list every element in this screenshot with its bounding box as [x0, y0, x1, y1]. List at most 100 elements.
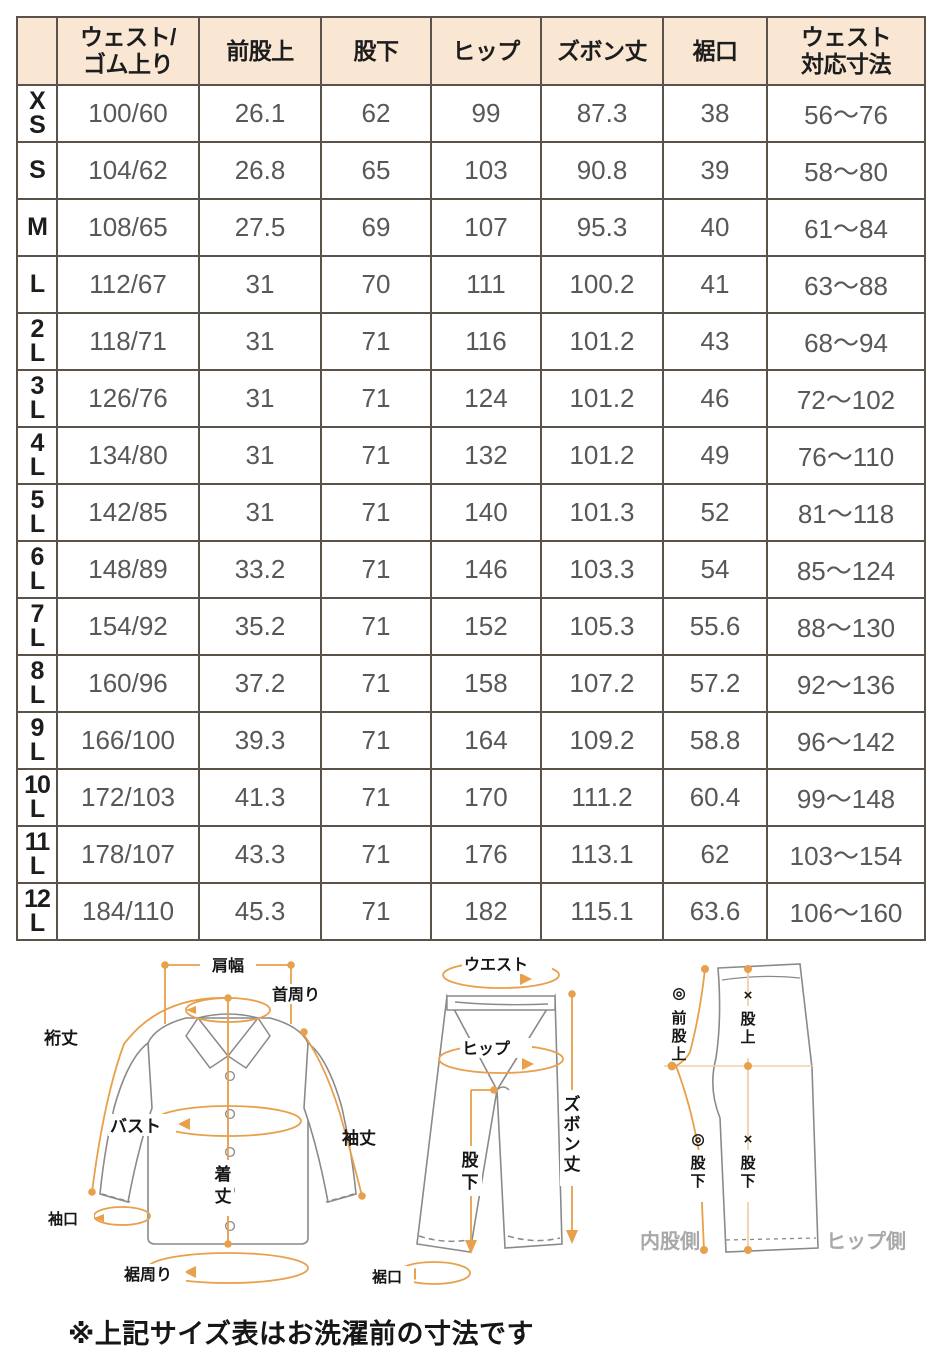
size-label-part: 5	[30, 486, 45, 514]
pattern-center-top-dot	[744, 965, 752, 973]
column-header-size	[16, 16, 58, 86]
measurement-cell: 132	[430, 426, 542, 485]
pattern-marker-circle-inseam: ◎	[691, 1131, 704, 1148]
jacket-left-cuff-line	[101, 1193, 131, 1203]
column-header-front-rise: 前股上	[198, 16, 322, 86]
measurement-cell: 105.3	[540, 597, 664, 656]
measurement-cell: 31	[198, 426, 322, 485]
pattern-marker-circle-front-rise: ◎	[672, 985, 685, 1002]
size-label-part: L	[29, 794, 45, 823]
size-label-part: L	[29, 737, 45, 766]
measurement-cell: 58.8	[662, 711, 768, 770]
measurement-cell: 170	[430, 768, 542, 827]
size-label-cell: M	[16, 198, 58, 257]
column-header-waist: ウェスト/ ゴム上り	[56, 16, 200, 86]
diagrams-svg: 肩幅 首周り 裄丈 袖丈 バスト 着	[40, 954, 906, 1286]
measurement-cell: 154/92	[56, 597, 200, 656]
measurement-cell: 148/89	[56, 540, 200, 599]
measurement-cell: 108/65	[56, 198, 200, 257]
measurement-cell: 158	[430, 654, 542, 713]
measurement-cell: 72〜102	[766, 369, 926, 428]
pants-length-label-bg	[560, 1090, 584, 1186]
measurement-cell: 113.1	[540, 825, 664, 884]
measurement-cell: 95.3	[540, 198, 664, 257]
jacket-button	[224, 1070, 236, 1082]
table-row: 7 L 154/92 35.2 71 152 105.3 55.6 88〜130	[16, 597, 926, 656]
measurement-cell: 26.1	[198, 84, 322, 143]
measurement-cell: 68〜94	[766, 312, 926, 371]
sleeve-top-dot	[300, 1028, 308, 1036]
measurement-cell: 134/80	[56, 426, 200, 485]
measurement-cell: 111	[430, 255, 542, 314]
table-row: X S 100/60 26.1 62 99 87.3 38 56〜76	[16, 84, 926, 143]
measurement-cell: 71	[320, 312, 432, 371]
measurement-cell: 92〜136	[766, 654, 926, 713]
measurement-cell: 62	[662, 825, 768, 884]
pants-label-length-4: 丈	[564, 1155, 581, 1174]
measurement-cell: 71	[320, 369, 432, 428]
pants-right-hem-dash	[507, 1235, 561, 1242]
pants-right-leg	[496, 993, 563, 1249]
size-label-cell: 12 L	[16, 882, 58, 941]
measurement-cell: 146	[430, 540, 542, 599]
pattern-marker-cross-inseam: ×	[744, 1131, 753, 1148]
size-label-part: L	[29, 269, 45, 298]
pattern-label-rise-1: 股	[740, 1011, 756, 1028]
pants-waist-label-bg	[462, 954, 552, 974]
size-label-cell: L	[16, 255, 58, 314]
measurement-cell: 61〜84	[766, 198, 926, 257]
pattern-inseam-bottom-dot	[700, 1246, 708, 1254]
pants-hip-arrow	[522, 1058, 534, 1070]
pattern-label-front-rise-2: 股	[671, 1028, 687, 1045]
measurement-cell: 176	[430, 825, 542, 884]
sleeve-end-dot	[358, 1192, 366, 1200]
size-label-part: 11	[24, 828, 50, 856]
pants-label-inseam-2: 下	[462, 1173, 479, 1192]
pants-waistband-detail	[454, 1001, 549, 1006]
pattern-label-front-rise-3: 上	[671, 1046, 686, 1063]
size-label-part: L	[29, 908, 45, 937]
measurement-cell: 85〜124	[766, 540, 926, 599]
table-row: 3 L 126/76 31 71 124 101.2 46 72〜102	[16, 369, 926, 428]
measurement-cell: 31	[198, 255, 322, 314]
size-label-part: L	[29, 566, 45, 595]
pattern-center-mid-dot	[744, 1062, 752, 1070]
table-header-row: ウェスト/ ゴム上り 前股上 股下 ヒップ ズボン丈 裾口	[16, 16, 926, 86]
size-label-part: S	[29, 110, 46, 139]
table-header: ウェスト/ ゴム上り 前股上 股下 ヒップ ズボン丈 裾口	[16, 16, 926, 86]
measurement-cell: 46	[662, 369, 768, 428]
pants-left-hem-dash	[418, 1235, 469, 1243]
rise-label-bg	[738, 1006, 760, 1058]
hem-circ-label-bg	[124, 1264, 186, 1284]
measurement-cell: 90.8	[540, 141, 664, 200]
jacket-collar-left	[185, 1016, 230, 1070]
measurement-cell: 166/100	[56, 711, 200, 770]
measurement-cell: 140	[430, 483, 542, 542]
jacket-label-body-length-1: 着	[215, 1164, 232, 1184]
pattern-hem-dash	[725, 1237, 817, 1241]
measurement-cell: 142/85	[56, 483, 200, 542]
hem-circumference-arrow	[184, 1266, 196, 1278]
jacket-label-yuki-length: 裄丈	[44, 1029, 78, 1048]
yuki-length-curve	[91, 997, 229, 1193]
table-row: 2 L 118/71 31 71 116 101.2 43 68〜94	[16, 312, 926, 371]
size-label-part: M	[27, 212, 48, 241]
measurement-cell: 49	[662, 426, 768, 485]
measurement-cell: 33.2	[198, 540, 322, 599]
pattern-inseam-circle-label-bg	[688, 1150, 710, 1202]
pattern-center-bottom-dot	[744, 1246, 752, 1254]
measurement-cell: 71	[320, 711, 432, 770]
measurement-cell: 88〜130	[766, 597, 926, 656]
pants-length-arrow	[566, 1230, 578, 1244]
pants-length-top-dot	[568, 990, 576, 998]
measurement-cell: 100.2	[540, 255, 664, 314]
table-row: 4 L 134/80 31 71 132 101.2 49 76〜110	[16, 426, 926, 485]
column-header-waist-line-1: ウェスト/	[80, 24, 176, 51]
pants-label-length-2: ボ	[564, 1115, 581, 1134]
pattern-outline	[712, 963, 819, 1253]
table-row: 6 L 148/89 33.2 71 146 103.3 54 85〜124	[16, 540, 926, 599]
measurement-cell: 103〜154	[766, 825, 926, 884]
